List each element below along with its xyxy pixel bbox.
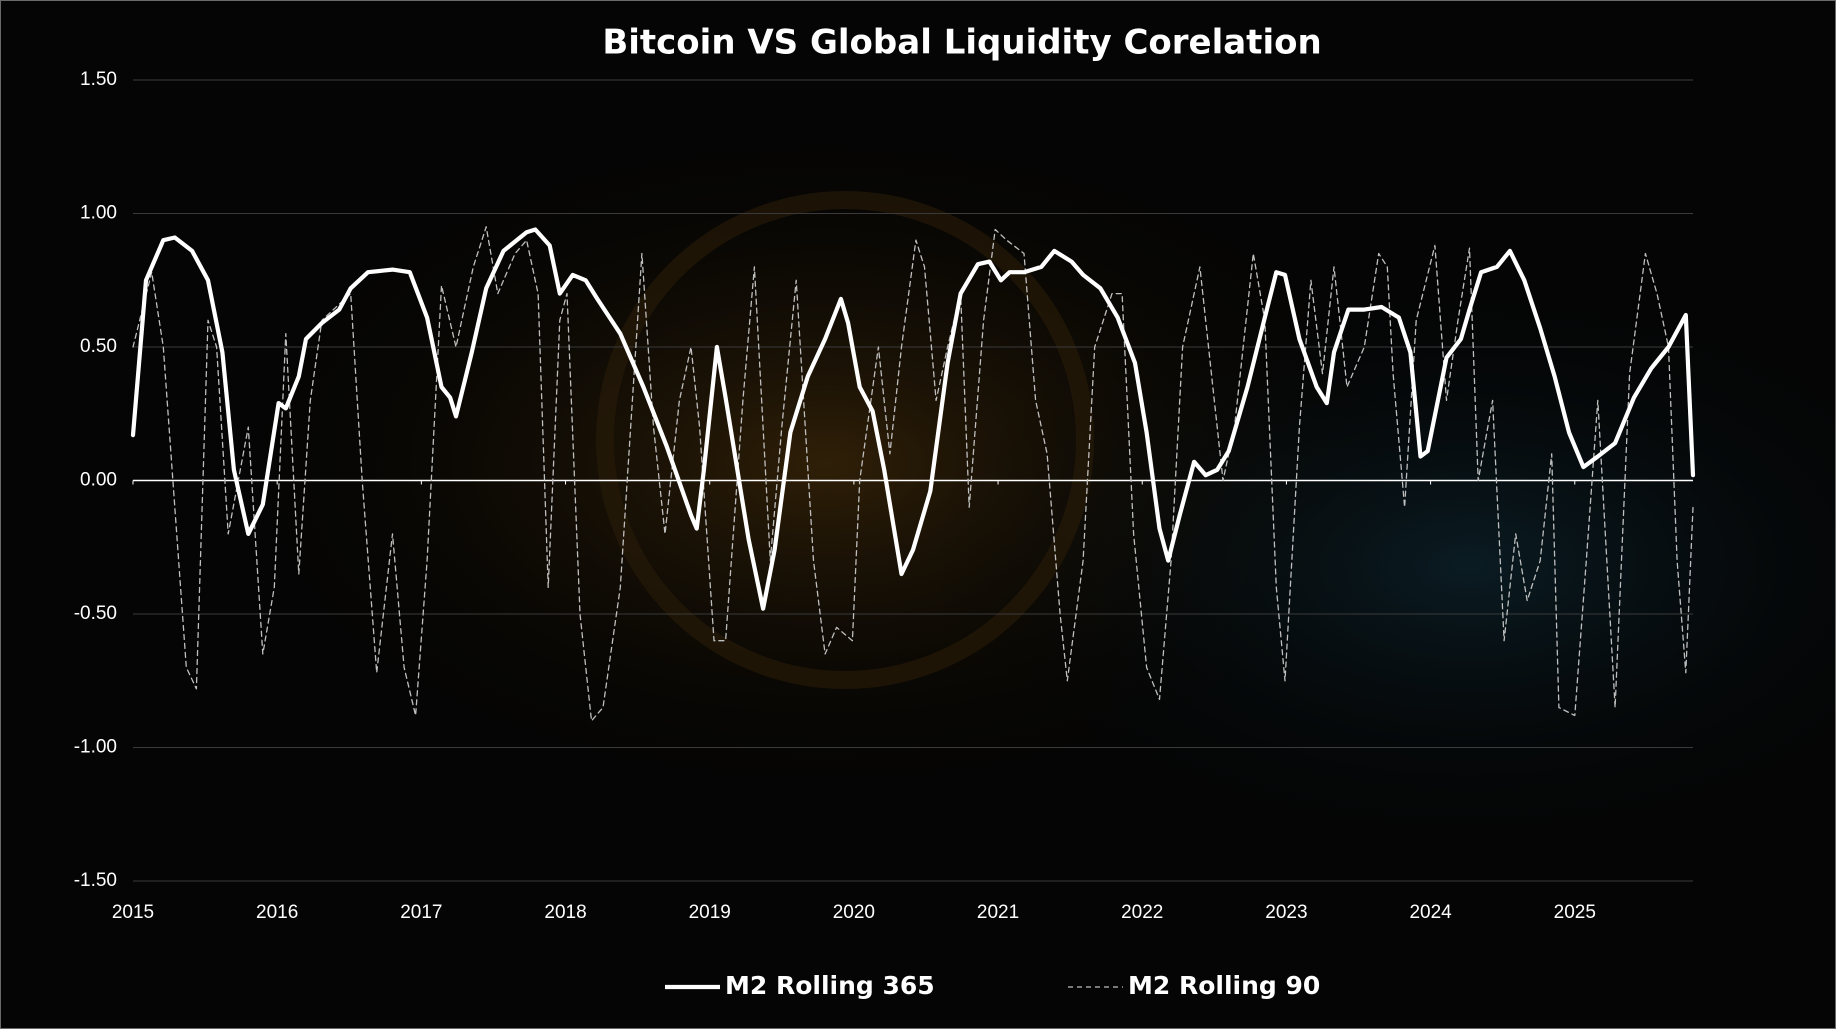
y-tick-label: -1.00 <box>74 737 117 758</box>
x-tick-label: 2022 <box>1121 902 1163 923</box>
y-tick-label: 0.50 <box>80 336 117 357</box>
x-tick-label: 2016 <box>256 902 298 923</box>
x-tick-label: 2020 <box>833 902 875 923</box>
x-tick-label: 2024 <box>1409 902 1452 923</box>
chart-title: Bitcoin VS Global Liquidity Corelation <box>602 23 1321 63</box>
decor-coin <box>596 191 1094 689</box>
x-tick-label: 2023 <box>1265 902 1307 923</box>
legend-label: M2 Rolling 365 <box>725 971 935 1000</box>
y-tick-label: 1.50 <box>80 69 117 90</box>
x-tick-label: 2018 <box>544 902 586 923</box>
legend: M2 Rolling 365 M2 Rolling 90 <box>665 971 1320 1000</box>
y-tick-label: 0.00 <box>80 470 117 491</box>
x-tick-label: 2017 <box>400 902 442 923</box>
y-tick-label: -1.50 <box>74 870 117 891</box>
legend-label: M2 Rolling 90 <box>1128 971 1320 1000</box>
series-line <box>132 226 1694 722</box>
x-tick-label: 2025 <box>1554 902 1596 923</box>
x-tick-label: 2019 <box>689 902 731 923</box>
y-tick-label: 1.00 <box>80 203 117 224</box>
series-line <box>130 227 1696 611</box>
x-tick-label: 2021 <box>977 902 1019 923</box>
x-tick-label: 2015 <box>112 902 154 923</box>
y-tick-label: -0.50 <box>74 603 117 624</box>
